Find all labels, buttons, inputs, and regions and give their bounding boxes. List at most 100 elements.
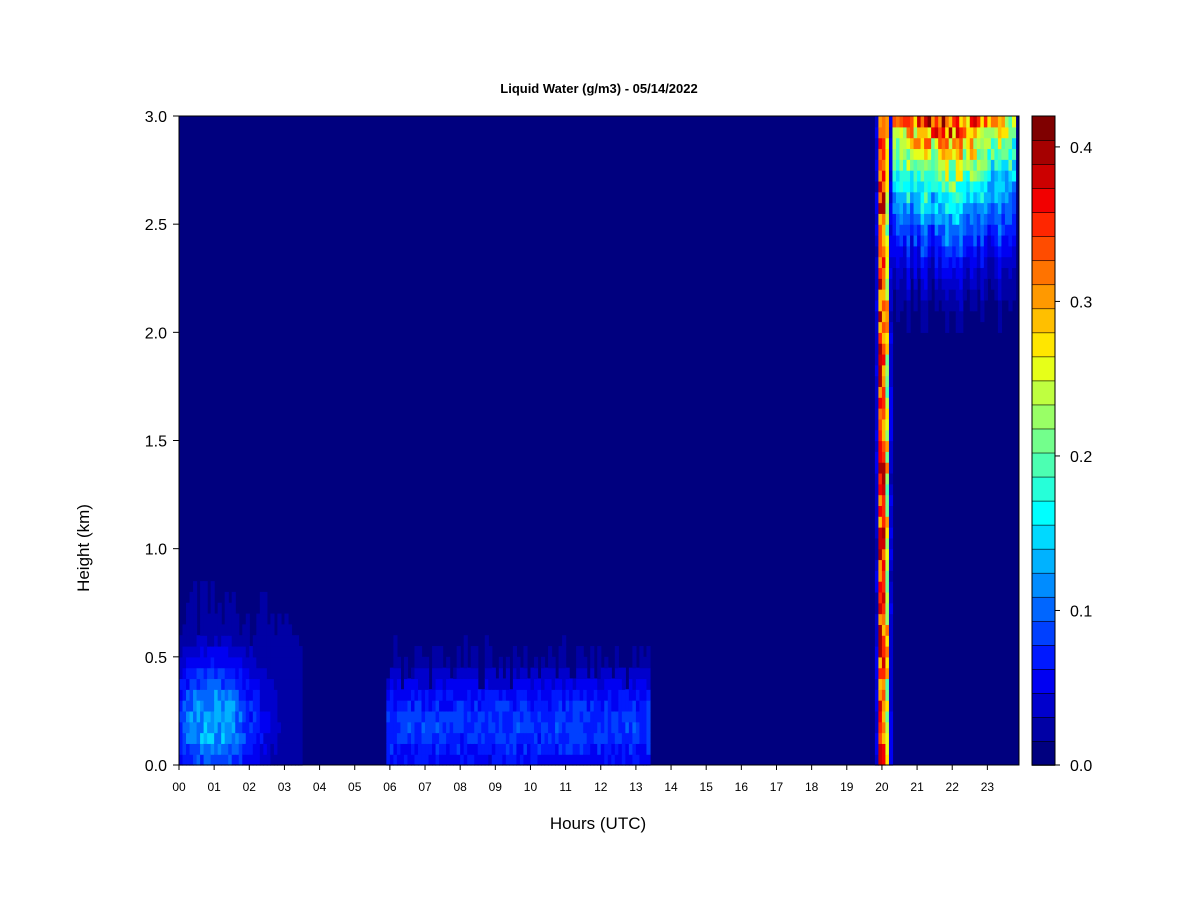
heatmap-cell: [541, 678, 546, 690]
heatmap-cell: [259, 646, 264, 658]
heatmap-cell: [470, 732, 475, 744]
heatmap-cell: [249, 667, 254, 680]
heatmap-cell: [512, 700, 517, 712]
heatmap-cell: [892, 224, 897, 236]
heatmap-cell: [1001, 213, 1006, 225]
heatmap-cell: [941, 180, 946, 193]
heatmap-cell: [484, 635, 489, 647]
heatmap-cell: [435, 754, 440, 766]
heatmap-cell: [277, 754, 282, 766]
heatmap-cell: [189, 700, 194, 712]
heatmap-cell: [280, 656, 286, 669]
heatmap-cell: [196, 635, 201, 647]
heatmap-cell: [386, 710, 391, 723]
heatmap-cell: [980, 310, 985, 323]
heatmap-cell: [881, 245, 887, 258]
heatmap-cell: [435, 646, 440, 658]
heatmap-cell: [938, 245, 943, 258]
heatmap-cell: [463, 689, 468, 701]
heatmap-cell: [210, 602, 215, 615]
heatmap-cell: [526, 700, 532, 712]
heatmap-cell: [874, 548, 880, 561]
y-axis-label: Height (km): [74, 504, 93, 592]
heatmap-cell: [432, 721, 437, 734]
heatmap-cell: [263, 624, 268, 636]
heatmap-cell: [881, 516, 887, 528]
heatmap-cell: [294, 667, 300, 680]
heatmap-cell: [878, 656, 883, 669]
heatmap-cell: [997, 299, 1003, 312]
heatmap-cell: [270, 624, 275, 636]
heatmap-cell: [446, 721, 451, 734]
heatmap-cell: [885, 646, 890, 658]
heatmap-cell: [439, 721, 444, 734]
heatmap-cell: [287, 732, 293, 744]
heatmap-cell: [924, 299, 929, 312]
heatmap-cell: [551, 721, 556, 734]
heatmap-cell: [284, 732, 289, 744]
heatmap-cell: [980, 148, 985, 160]
heatmap-cell: [484, 656, 489, 669]
heatmap-cell: [523, 646, 528, 658]
heatmap-cell: [917, 256, 922, 269]
heatmap-cell: [885, 180, 890, 193]
heatmap-cell: [474, 700, 479, 712]
heatmap-cell: [526, 721, 532, 734]
heatmap-cell: [948, 180, 953, 193]
heatmap-cell: [421, 710, 426, 723]
heatmap-cell: [189, 624, 194, 636]
heatmap-cell: [874, 440, 880, 452]
heatmap-cell: [203, 635, 208, 647]
heatmap-cell: [593, 710, 598, 723]
heatmap-cell: [270, 613, 275, 625]
heatmap-cell: [266, 754, 271, 766]
x-tick-label: 22: [946, 780, 960, 794]
heatmap-cell: [186, 754, 191, 766]
heatmap-cell: [874, 721, 880, 734]
heatmap-cell: [885, 397, 890, 409]
heatmap-cell: [284, 743, 289, 755]
heatmap-cell: [874, 202, 880, 214]
heatmap-cell: [621, 689, 626, 701]
heatmap-cell: [874, 256, 880, 269]
heatmap-cell: [432, 667, 437, 680]
heatmap-cell: [495, 721, 500, 734]
heatmap-cell: [484, 646, 489, 658]
heatmap-cell: [533, 700, 539, 712]
heatmap-cell: [407, 743, 412, 755]
heatmap-cell: [1001, 126, 1006, 139]
heatmap-cell: [298, 646, 303, 658]
heatmap-cell: [874, 613, 880, 625]
heatmap-cell: [632, 754, 637, 766]
heatmap-cell: [221, 656, 226, 669]
heatmap-cell: [881, 310, 887, 323]
heatmap-cell: [530, 700, 535, 712]
heatmap-cell: [941, 159, 946, 171]
heatmap-cell: [270, 678, 275, 690]
heatmap-cell: [881, 418, 887, 431]
heatmap-cell: [421, 754, 426, 766]
heatmap-cell: [449, 743, 454, 755]
heatmap-cell: [193, 754, 198, 766]
heatmap-cell: [604, 667, 609, 680]
heatmap-cell: [418, 710, 423, 723]
heatmap-cell: [899, 170, 904, 182]
heatmap-cell: [948, 159, 953, 171]
heatmap-cell: [885, 624, 890, 636]
heatmap-cell: [948, 278, 953, 290]
heatmap-cell: [446, 656, 451, 669]
heatmap-cell: [931, 191, 936, 204]
heatmap-cell: [927, 202, 932, 214]
heatmap-cell: [523, 700, 528, 712]
heatmap-cell: [410, 743, 416, 755]
heatmap-cell: [966, 116, 971, 128]
heatmap-cell: [903, 278, 908, 290]
heatmap-cell: [910, 267, 915, 279]
x-tick-label: 02: [243, 780, 257, 794]
heatmap-cell: [941, 116, 946, 128]
heatmap-cell: [579, 678, 584, 690]
heatmap-cell: [927, 116, 932, 128]
heatmap-cell: [646, 656, 651, 669]
heatmap-cell: [997, 126, 1003, 139]
heatmap-cell: [245, 613, 250, 625]
